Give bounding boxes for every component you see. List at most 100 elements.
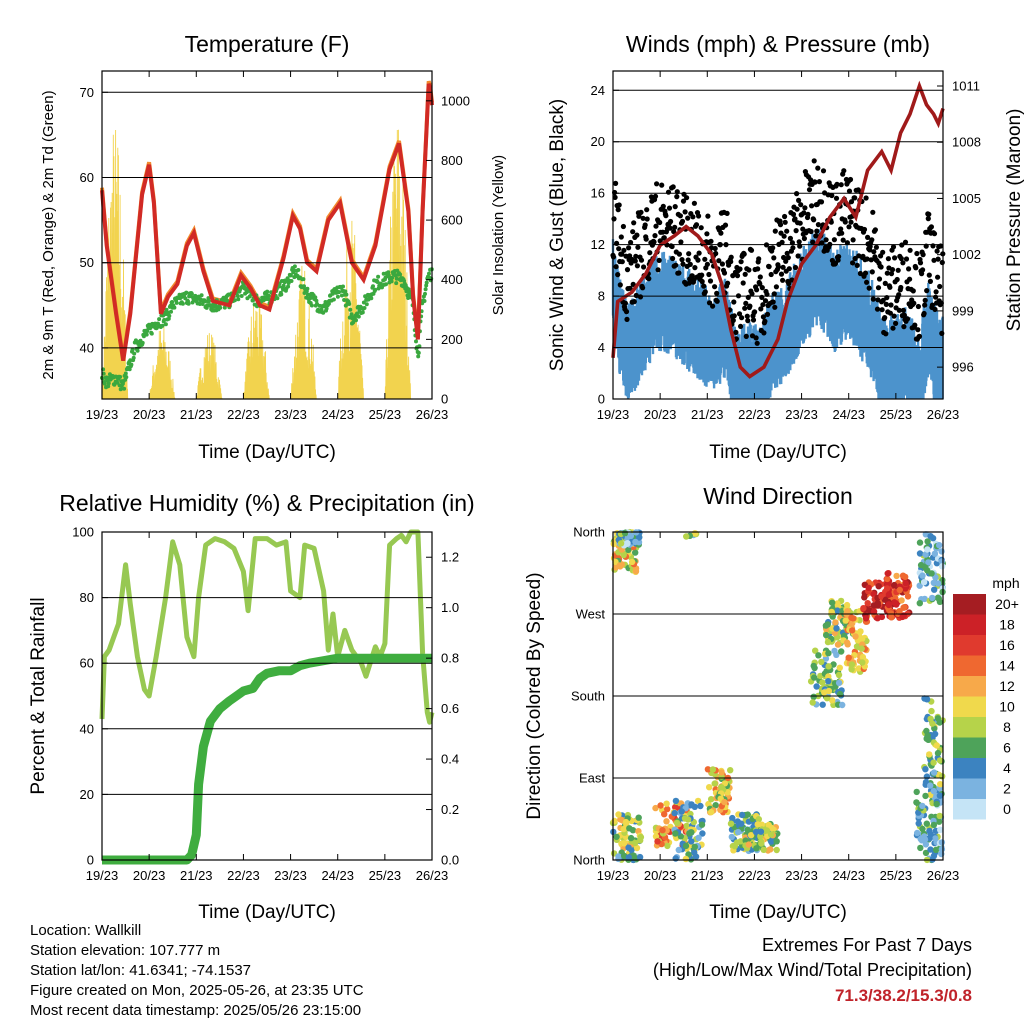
direction-point [883,585,891,592]
gust-point [770,245,776,251]
gust-point [852,255,858,262]
humidity-ticks: 19/23 20/23 21/23 22/23 23/23 24/23 25/23 26/23… [72,525,459,884]
gust-point [785,255,791,261]
gust-point [935,274,941,280]
dewpoint-point [239,294,244,298]
direction-point [936,542,943,549]
direction-point [632,549,639,556]
colorbar-label: 16 [999,637,1015,653]
dewpoint-point [305,286,310,291]
dewpoint-point [376,274,381,279]
gust-point [861,226,868,233]
gust-point [935,256,941,262]
station-latlon: Station lat/lon: 41.6341; -74.1537 [30,962,252,979]
dewpoint-point [315,302,319,306]
direction-point [635,534,643,541]
direction-point [823,631,830,639]
gust-point [874,306,881,312]
direction-point [916,582,923,589]
direction-point [923,773,931,780]
direction-point [708,796,715,803]
direction-point [663,818,670,825]
direction-point [747,832,755,839]
gust-point [628,239,634,246]
x-tick-label: 23/23 [785,868,818,883]
gust-point [760,314,767,320]
dewpoint-point [351,320,356,325]
direction-point [721,798,728,806]
direction-point [622,818,630,826]
gust-point [831,237,838,243]
gust-point [690,214,696,220]
x-tick-label: 21/23 [180,407,213,422]
direction-point [718,784,725,791]
gust-point [614,240,620,246]
direction-point [875,583,882,590]
y2-tick-label: 1011 [952,78,980,93]
direction-point [672,804,679,811]
gust-point [672,204,678,210]
x-tick-label: 20/23 [133,407,166,422]
direction-point [672,855,679,862]
winds-xlabel: Time (Day/UTC) [709,442,847,463]
gust-point [786,266,792,272]
y-tick-label: North [573,853,605,868]
dewpoint-point [106,381,111,386]
temperature-ticks: 19/23 20/23 21/23 22/23 23/23 24/23 25/23 26/23… [80,71,470,422]
direction-point [924,546,931,553]
direction-point [921,595,928,603]
gust-point [659,182,665,188]
gust-point [718,230,724,236]
y2-tick-label: 1.2 [441,550,459,565]
temperature-panel: Temperature (F) 19/23 20/23 21/23 22/23 23/2… [40,31,507,463]
direction-point [938,548,945,555]
dewpoint-point [390,275,395,280]
dewpoint-point [423,287,428,292]
y2-tick-label: 999 [952,303,974,318]
colorbar-swatch [953,594,986,615]
gust-point [793,228,799,234]
direction-point [934,580,942,587]
colorbar-label: 10 [999,699,1015,715]
gust-point [848,219,854,225]
direction-point [773,838,780,845]
direction-point [691,843,698,850]
direction-point [671,809,678,817]
direction-point [728,833,735,841]
dewpoint-point [301,277,306,282]
direction-point [628,558,636,566]
direction-point [758,840,765,847]
gust-point [638,209,644,215]
dewpoint-point [416,350,421,355]
gust-point [613,180,619,186]
gust-point [910,288,916,294]
direction-point [709,766,717,773]
gust-point [808,177,814,183]
direction-point [864,600,871,607]
gust-point [741,251,747,257]
colorbar-label: 14 [999,658,1015,674]
direction-point [615,811,622,818]
gust-point [620,223,627,230]
colorbar-label: 0 [1003,801,1011,817]
dewpoint-point [135,348,140,353]
y-tick-label: 80 [80,590,94,605]
gust-point [762,298,769,304]
direction-point [663,800,670,807]
direction-point [938,839,946,846]
y-tick-label: North [573,525,605,540]
direction-point [931,550,939,557]
direction-point [825,663,832,670]
gust-point [789,240,796,246]
direction-point [884,570,891,577]
direction-point [637,833,645,841]
dewpoint-point [122,386,127,391]
gust-point [878,264,884,270]
gust-point [742,305,748,311]
precipitation-line [102,653,432,865]
gust-point [797,220,803,226]
gust-point [701,283,707,289]
dewpoint-point [281,283,286,288]
direction-point [755,816,762,823]
direction-point [922,531,929,538]
